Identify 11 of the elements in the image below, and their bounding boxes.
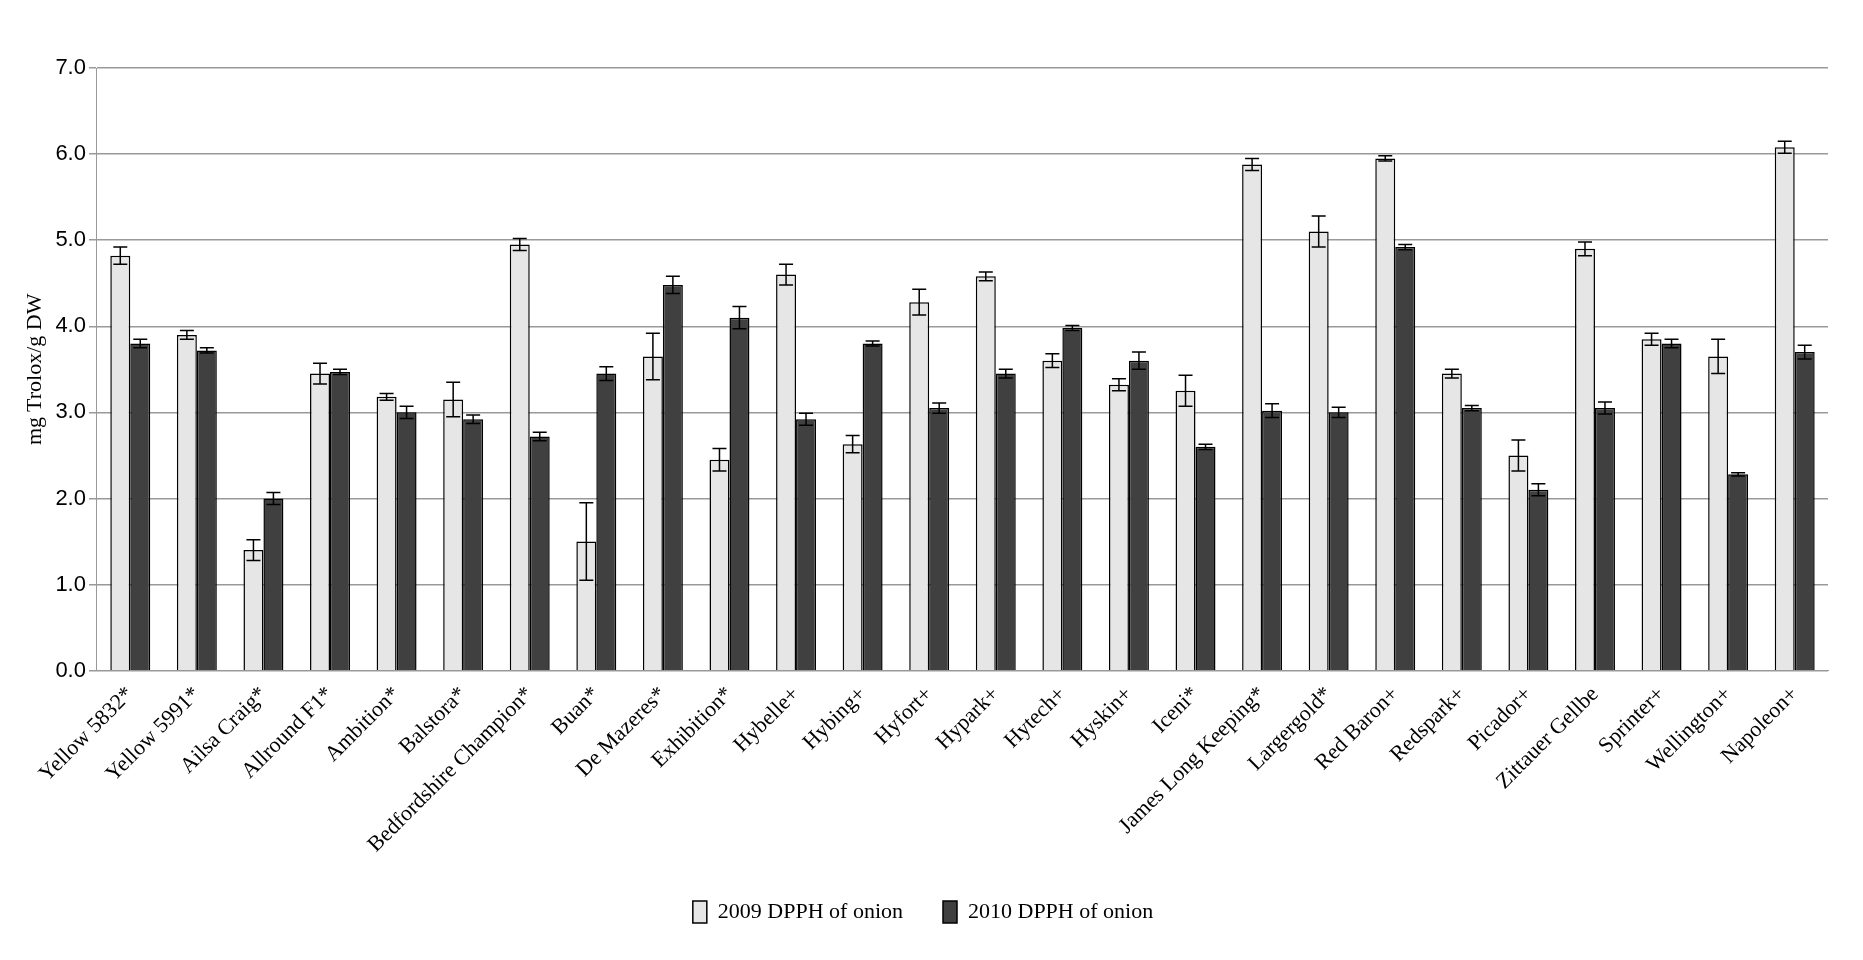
y-tick-label: 4.0 xyxy=(55,312,86,338)
y-tick-label: 2.0 xyxy=(55,484,86,510)
y-tick-label: 5.0 xyxy=(55,226,86,252)
y-tick-label: 6.0 xyxy=(55,140,86,166)
y-tick-label: 0.0 xyxy=(55,656,86,682)
y-tick-label: 1.0 xyxy=(55,570,86,596)
legend-label: 2010 DPPH of onion xyxy=(968,897,1154,923)
legend-label: 2009 DPPH of onion xyxy=(717,897,903,923)
y-tick-label: 3.0 xyxy=(55,398,86,424)
y-tick-label: 7.0 xyxy=(55,54,86,80)
y-axis-title: mg Trolox/g DW xyxy=(20,293,46,446)
